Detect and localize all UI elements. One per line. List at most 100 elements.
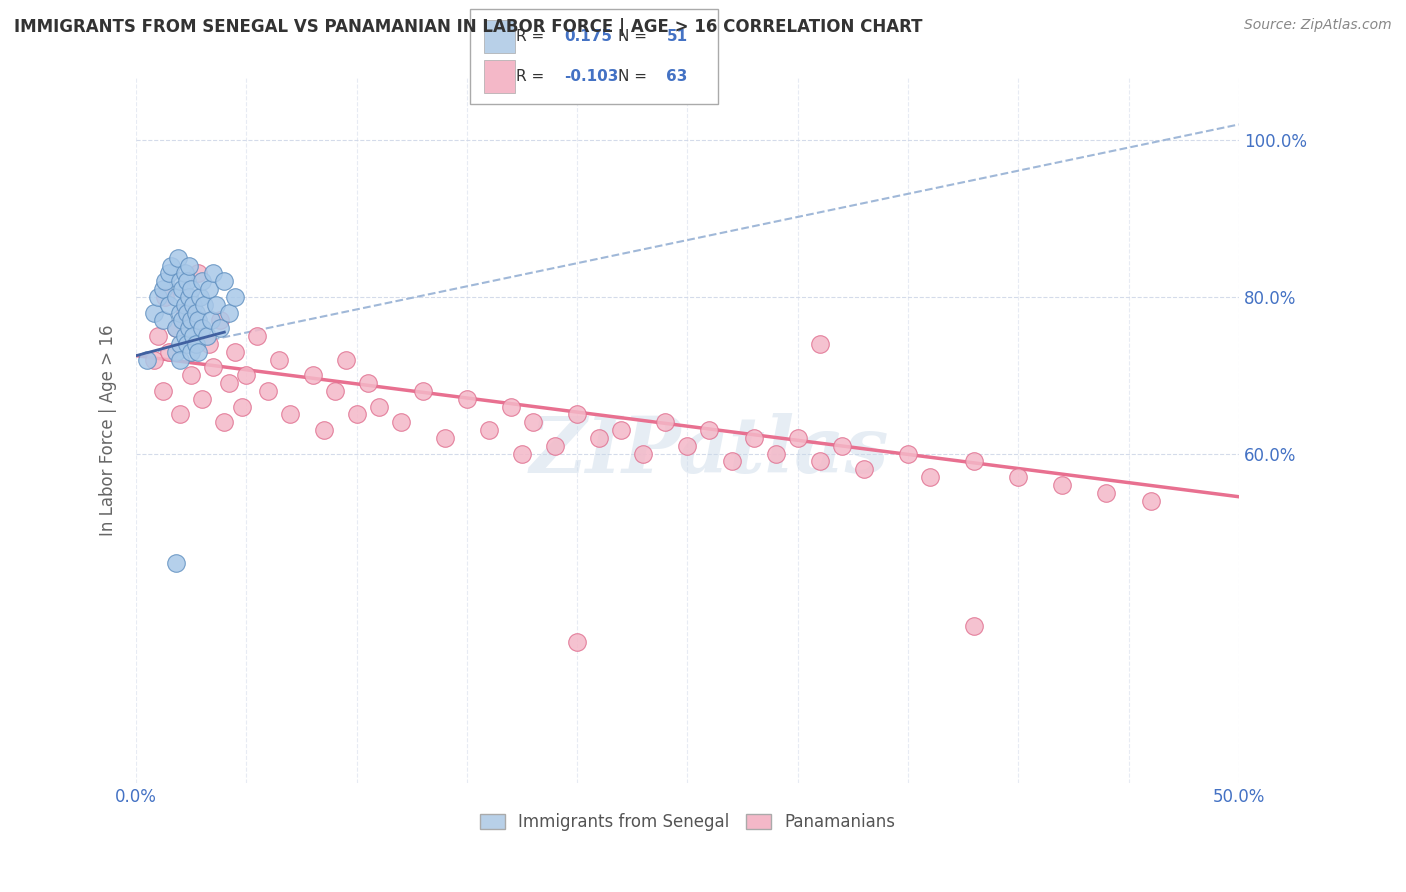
Text: R =: R = — [516, 69, 550, 84]
Point — [346, 408, 368, 422]
Text: ZIPatlas: ZIPatlas — [530, 413, 889, 490]
Point — [412, 384, 434, 398]
Point — [173, 266, 195, 280]
Point — [173, 305, 195, 319]
Point — [146, 290, 169, 304]
Point — [152, 384, 174, 398]
Point — [157, 344, 180, 359]
Point — [218, 305, 240, 319]
Point — [200, 313, 222, 327]
Point — [367, 400, 389, 414]
Point — [153, 274, 176, 288]
Point — [172, 313, 194, 327]
Point — [202, 360, 225, 375]
Point — [187, 266, 209, 280]
Point — [165, 557, 187, 571]
Point — [169, 352, 191, 367]
Point — [169, 274, 191, 288]
Point — [198, 282, 221, 296]
Point — [510, 447, 533, 461]
Point — [335, 352, 357, 367]
Point — [567, 634, 589, 648]
Point — [323, 384, 346, 398]
Point — [176, 305, 198, 319]
Point — [142, 305, 165, 319]
Point — [184, 337, 207, 351]
Point — [224, 344, 246, 359]
Point — [176, 337, 198, 351]
Point — [1052, 478, 1074, 492]
Point — [963, 619, 986, 633]
Point — [160, 259, 183, 273]
Point — [269, 352, 291, 367]
Point — [173, 329, 195, 343]
Point — [742, 431, 765, 445]
Point — [169, 305, 191, 319]
Point — [146, 329, 169, 343]
Text: R =: R = — [516, 29, 550, 44]
Point — [165, 321, 187, 335]
Point — [499, 400, 522, 414]
Point — [208, 321, 231, 335]
Legend: Immigrants from Senegal, Panamanians: Immigrants from Senegal, Panamanians — [472, 806, 901, 838]
Point — [191, 392, 214, 406]
Point — [389, 415, 412, 429]
Point — [231, 400, 253, 414]
Point — [456, 392, 478, 406]
Point — [167, 251, 190, 265]
Point — [218, 376, 240, 390]
Point — [142, 352, 165, 367]
Point — [157, 298, 180, 312]
Point — [152, 313, 174, 327]
Point — [136, 352, 159, 367]
Point — [1139, 493, 1161, 508]
FancyBboxPatch shape — [484, 20, 515, 53]
Point — [188, 290, 211, 304]
Point — [193, 298, 215, 312]
Point — [699, 423, 721, 437]
Point — [180, 282, 202, 296]
Point — [177, 259, 200, 273]
Point — [246, 329, 269, 343]
Point — [676, 439, 699, 453]
Point — [183, 329, 205, 343]
Point — [918, 470, 941, 484]
Point — [1095, 485, 1118, 500]
Point — [567, 408, 589, 422]
Point — [544, 439, 567, 453]
Point — [191, 321, 214, 335]
Point — [312, 423, 335, 437]
Point — [280, 408, 302, 422]
Point — [214, 415, 236, 429]
Text: IMMIGRANTS FROM SENEGAL VS PANAMANIAN IN LABOR FORCE | AGE > 16 CORRELATION CHAR: IMMIGRANTS FROM SENEGAL VS PANAMANIAN IN… — [14, 18, 922, 36]
Point — [165, 321, 187, 335]
Point — [172, 282, 194, 296]
Point — [157, 266, 180, 280]
Point — [177, 321, 200, 335]
Point — [153, 290, 176, 304]
Point — [224, 290, 246, 304]
Point — [257, 384, 280, 398]
Point — [180, 368, 202, 383]
Point — [176, 274, 198, 288]
Text: 51: 51 — [666, 29, 688, 44]
Point — [831, 439, 853, 453]
Point — [808, 337, 831, 351]
Point — [610, 423, 633, 437]
Point — [357, 376, 380, 390]
Point — [165, 344, 187, 359]
Point — [208, 313, 231, 327]
Point — [301, 368, 323, 383]
Point — [191, 274, 214, 288]
Point — [180, 344, 202, 359]
Point — [202, 266, 225, 280]
Point — [478, 423, 501, 437]
Point — [183, 298, 205, 312]
Point — [235, 368, 257, 383]
Point — [633, 447, 655, 461]
Point — [654, 415, 676, 429]
Point — [165, 290, 187, 304]
Point — [173, 298, 195, 312]
Point — [852, 462, 875, 476]
Text: -0.103: -0.103 — [565, 69, 619, 84]
